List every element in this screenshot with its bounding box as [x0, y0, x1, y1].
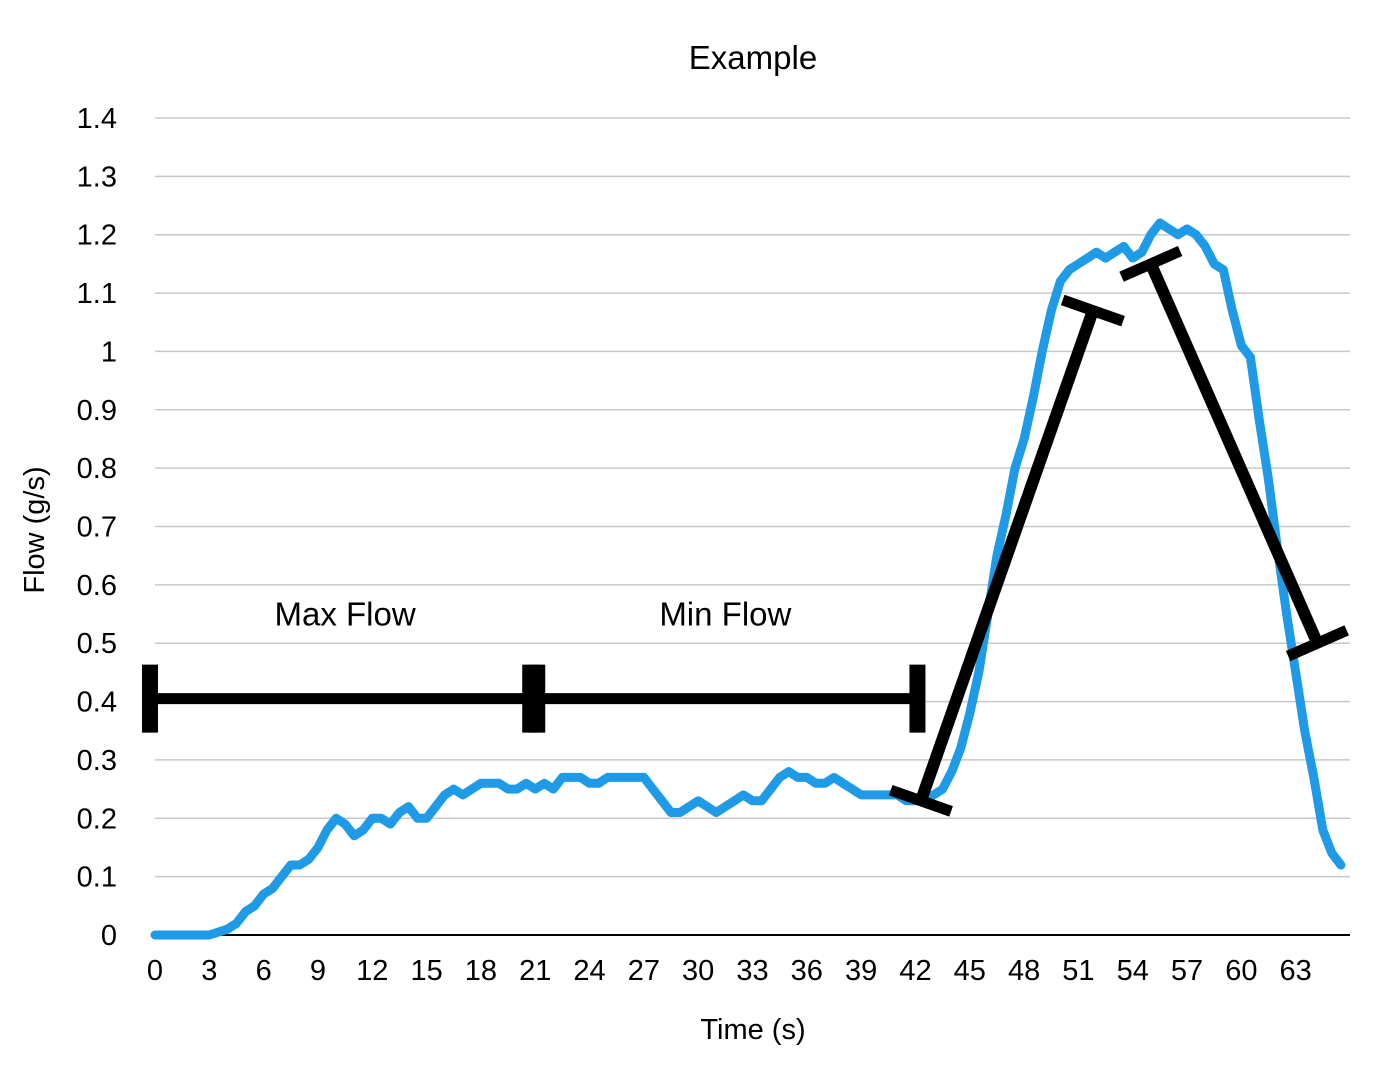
y-tick-labels: 0 0.1 0.2 0.3 0.4 0.5 0.6 0.7 0.8 0.9 1 1.1 1.2 1.3 1.…	[77, 103, 117, 952]
y-tick-label: 1.4	[77, 103, 117, 135]
x-tick-label: 60	[1225, 955, 1257, 987]
x-tick-label: 48	[1008, 955, 1040, 987]
y-tick-label: 0.5	[77, 628, 117, 660]
x-tick-label: 15	[410, 955, 442, 987]
series-group	[150, 218, 1346, 940]
y-tick-label: 1.2	[77, 220, 117, 252]
range-bar-label: Min Flow	[659, 596, 791, 633]
x-tick-label: 3	[201, 955, 217, 987]
x-tick-label: 6	[256, 955, 272, 987]
chart-title: Example	[689, 39, 817, 76]
x-tick-label: 12	[356, 955, 388, 987]
y-axis-label: Flow (g/s)	[19, 466, 51, 593]
x-tick-label: 30	[682, 955, 714, 987]
x-tick-label: 63	[1280, 955, 1312, 987]
y-tick-label: 0.6	[77, 570, 117, 602]
slope-bar	[1145, 261, 1323, 646]
y-tick-label: 0	[101, 920, 117, 952]
x-tick-label: 42	[899, 955, 931, 987]
x-tick-label: 24	[573, 955, 605, 987]
y-tick-label: 0.7	[77, 512, 117, 544]
y-tick-label: 0.2	[77, 803, 117, 835]
slope-bar-cap	[1285, 625, 1349, 662]
x-tick-label: 45	[954, 955, 986, 987]
y-tick-label: 1	[101, 336, 117, 368]
y-tick-label: 0.4	[77, 687, 117, 719]
x-tick-labels: 0 3 6 9 12 15 18 21 24 27 30 33 36 39 42 45 48 51 54 57 60 63	[147, 955, 1312, 987]
y-tick-label: 0.1	[77, 862, 117, 894]
x-tick-label: 18	[465, 955, 497, 987]
x-tick-label: 51	[1062, 955, 1094, 987]
range-bar-label: Max Flow	[275, 596, 416, 633]
y-tick-label: 1.1	[77, 278, 117, 310]
y-tick-label: 0.3	[77, 745, 117, 777]
x-axis-label: Time (s)	[700, 1014, 805, 1046]
slope-bar-cap	[1060, 294, 1125, 327]
gridlines	[155, 117, 1350, 878]
x-tick-label: 36	[791, 955, 823, 987]
series-line	[150, 218, 1346, 940]
x-tick-label: 54	[1117, 955, 1149, 987]
y-tick-label: 1.3	[77, 161, 117, 193]
x-tick-label: 39	[845, 955, 877, 987]
slope-bar-cap	[888, 784, 953, 817]
x-tick-label: 57	[1171, 955, 1203, 987]
slope-bar-cap	[1119, 245, 1183, 282]
y-tick-label: 0.9	[77, 395, 117, 427]
x-tick-label: 33	[736, 955, 768, 987]
x-tick-label: 27	[628, 955, 660, 987]
slope-bar	[915, 308, 1099, 803]
x-tick-label: 21	[519, 955, 551, 987]
y-tick-label: 0.8	[77, 453, 117, 485]
x-tick-label: 0	[147, 955, 163, 987]
x-tick-label: 9	[310, 955, 326, 987]
annotations-group: Max Flow Min Flow	[142, 245, 1349, 817]
